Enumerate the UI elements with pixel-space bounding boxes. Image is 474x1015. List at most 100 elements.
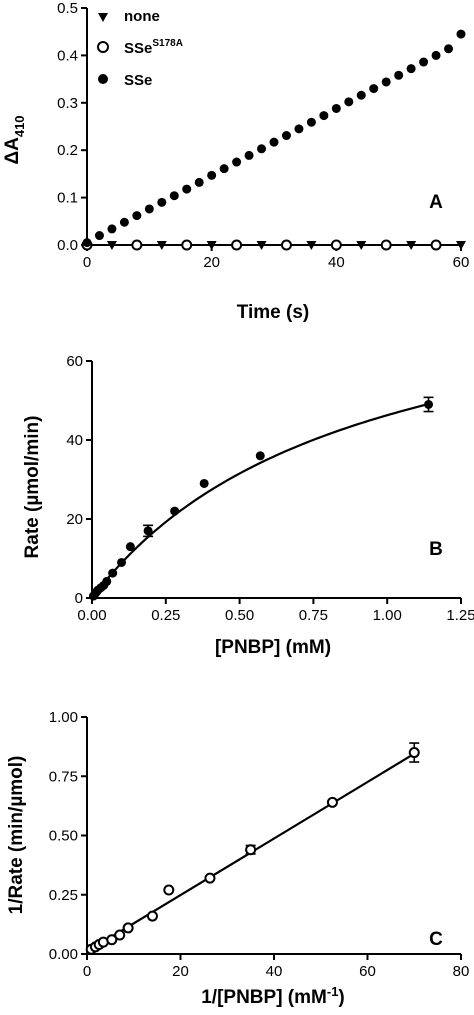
panel-c-data-point — [114, 929, 126, 941]
panel-b-data-point — [255, 451, 265, 461]
panel-a-data-point — [244, 150, 254, 160]
panel-a: 0.0 0.1 0.2 0.3 0.4 0.5 0 20 40 60 A Time (s) ΔA4… — [2, 0, 469, 323]
panel-a-y-tick-label: 0.3 — [57, 95, 78, 112]
panel-a-data-point — [280, 239, 292, 251]
panel-c-data-point — [245, 844, 257, 856]
panel-b-x-tick-label: 1.25 — [446, 607, 474, 624]
panel-c-data-point — [204, 872, 216, 884]
panel-b-y-axis-title: Rate (µmol/min) — [22, 416, 43, 559]
panel-a-y-tick-label: 0.4 — [57, 47, 78, 64]
panel-a-data-point — [257, 144, 267, 154]
legend-marker-open-circle — [97, 41, 109, 53]
panel-a-data-point — [82, 238, 92, 248]
panel-a-data-point — [107, 224, 117, 234]
panel-c-data-point — [146, 910, 158, 922]
panel-b-y-tick-label: 40 — [66, 432, 83, 449]
panel-b-data-point — [143, 526, 153, 536]
panel-b-data-point — [170, 506, 180, 516]
panel-a-data-point — [232, 157, 242, 167]
panel-b-x-tick-label: 1.00 — [373, 607, 402, 624]
panel-c-x-tick-label: 40 — [266, 963, 283, 980]
panel-a-data-point — [331, 103, 341, 113]
panel-a-data-point — [430, 239, 442, 251]
panel-b-y-tick-label: 0 — [75, 590, 83, 607]
panel-a-x-axis-title: Time (s) — [237, 302, 310, 323]
panel-a-x-tick-label: 60 — [453, 254, 470, 271]
panel-c-x-axis-title-end: ) — [338, 987, 344, 1008]
panel-a-data-point — [306, 117, 316, 127]
panel-a-data-point — [206, 241, 217, 250]
panel-a-data-point — [394, 70, 404, 80]
panel-c-x-tick-label: 0 — [83, 963, 91, 980]
panel-c-data-point — [408, 747, 420, 759]
panel-c-y-tick-label: 0.75 — [49, 768, 78, 785]
panel-c-x-tick-label: 20 — [172, 963, 189, 980]
panel-a-y-tick-label: 0.1 — [57, 190, 78, 207]
panel-a-data-point — [294, 124, 304, 134]
svg-text:Rate (µmol/min): Rate (µmol/min) — [22, 416, 43, 559]
panel-b-x-axis-title: [PNBP] (mM) — [215, 637, 331, 658]
panel-c-y-tick-label: 0.50 — [49, 828, 78, 845]
panel-a-x-tick-label: 20 — [203, 254, 220, 271]
panel-b-letter: B — [429, 539, 443, 560]
panel-c-data-point — [122, 922, 134, 934]
panel-a-data-point — [406, 241, 417, 250]
panel-a-data-point — [231, 239, 243, 251]
panel-a-data-point — [207, 170, 217, 180]
panel-a-data-point — [131, 239, 143, 251]
panel-c-x-axis-title-sup: -1 — [327, 984, 339, 999]
panel-a-data-point — [132, 211, 142, 221]
panel-b-x-tick-label: 0.50 — [225, 607, 254, 624]
panel-a-data-point — [356, 241, 367, 250]
panel-a-legend: none SSeS178A SSe — [97, 8, 183, 89]
panel-a-data-point — [219, 164, 229, 174]
panel-a-data-point — [169, 191, 179, 201]
panel-a-data-point — [182, 184, 192, 194]
panel-b-y-tick-label: 20 — [66, 511, 83, 528]
panel-c-data-point — [326, 796, 338, 808]
panel-a-data-point — [380, 239, 392, 251]
legend-label-sse: SSe — [124, 72, 152, 89]
panel-a-data-point — [281, 131, 291, 141]
panel-a-data-point — [269, 137, 279, 147]
panel-b-fit-curve — [91, 402, 429, 599]
panel-c-x-tick-label: 60 — [359, 963, 376, 980]
panel-a-data-point — [157, 197, 167, 207]
panel-a-data-point — [119, 217, 129, 227]
panel-a-y-tick-label: 0.0 — [57, 237, 78, 254]
legend-marker-triangle-down — [98, 13, 108, 22]
panel-a-data-point — [94, 231, 104, 241]
panel-a-x-tick-label: 40 — [328, 254, 345, 271]
panel-a-data-point — [181, 239, 193, 251]
panel-b-x-tick-label: 0.75 — [299, 607, 328, 624]
legend-label-sse-s178a: SSeS178A — [124, 38, 183, 57]
panel-c-y-tick-label: 0.00 — [49, 946, 78, 963]
panel-b-y-tick-label: 60 — [66, 353, 83, 370]
panel-b-data-point — [424, 399, 434, 409]
panel-a-data-point — [306, 241, 317, 250]
panel-a-data-point — [444, 44, 454, 54]
legend-marker-filled-circle — [98, 74, 108, 84]
panel-b: 0 20 40 60 0.00 0.25 0.50 0.75 1.00 1.25 B [PNBP]… — [22, 353, 474, 658]
panel-a-data-point — [194, 177, 204, 187]
panel-a-y-tick-label: 0.5 — [57, 0, 78, 17]
panel-a-data-point — [256, 241, 267, 250]
panel-b-data-point — [199, 478, 209, 488]
panel-a-y-tick-label: 0.2 — [57, 142, 78, 159]
panel-a-plot-area: 0.0 0.1 0.2 0.3 0.4 0.5 0 20 40 60 — [57, 0, 469, 271]
panel-b-data-point — [108, 568, 118, 578]
panel-b-x-tick-label: 0.00 — [77, 607, 106, 624]
svg-text:1/Rate (min/µmol): 1/Rate (min/µmol) — [6, 756, 27, 915]
panel-a-data-point — [419, 57, 429, 67]
panel-c-data-point — [163, 884, 175, 896]
panel-a-y-axis-title-main: ΔA — [2, 137, 23, 165]
panel-c-data-point — [106, 934, 118, 946]
panel-a-y-axis-title: ΔA410 — [2, 115, 27, 164]
panel-a-letter: A — [429, 192, 443, 213]
panel-a-data-point — [369, 84, 379, 94]
panel-a-data-point — [330, 239, 342, 251]
panel-c-y-tick-label: 0.25 — [49, 887, 78, 904]
panel-b-x-tick-label: 0.25 — [151, 607, 180, 624]
panel-c-y-axis-title: 1/Rate (min/µmol) — [6, 756, 27, 915]
